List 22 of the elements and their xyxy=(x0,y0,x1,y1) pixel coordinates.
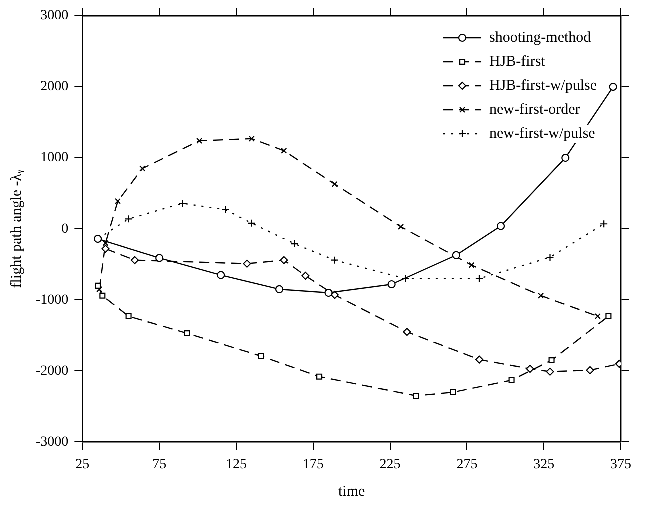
y-tick-label: -2000 xyxy=(36,364,69,379)
legend-label: HJB-first xyxy=(490,54,546,70)
y-axis-title: flight path angle -λᵧ xyxy=(8,170,25,288)
x-tick-label: 125 xyxy=(226,457,247,472)
y-tick-label: 1000 xyxy=(40,150,69,166)
x-tick-label: 225 xyxy=(380,457,401,472)
y-tick-label: 0 xyxy=(62,222,69,237)
legend-label: shooting-method xyxy=(490,30,592,46)
x-axis-title: time xyxy=(338,484,366,500)
x-tick-label: 175 xyxy=(302,457,324,472)
x-tick-label: 25 xyxy=(76,457,90,472)
y-tick-label: -3000 xyxy=(36,434,69,450)
x-tick-label: 275 xyxy=(456,457,478,472)
y-tick-label: 3000 xyxy=(40,8,69,24)
x-tick-label: 75 xyxy=(152,457,167,472)
x-tick-label: 375 xyxy=(610,457,632,472)
legend-label: new-first-order xyxy=(490,102,580,118)
y-tick-label: -1000 xyxy=(36,292,69,308)
x-tick-label: 325 xyxy=(534,457,555,472)
legend-label: HJB-first-w/pulse xyxy=(490,78,598,94)
legend-label: new-first-w/pulse xyxy=(490,126,596,142)
y-tick-label: 2000 xyxy=(40,80,69,95)
